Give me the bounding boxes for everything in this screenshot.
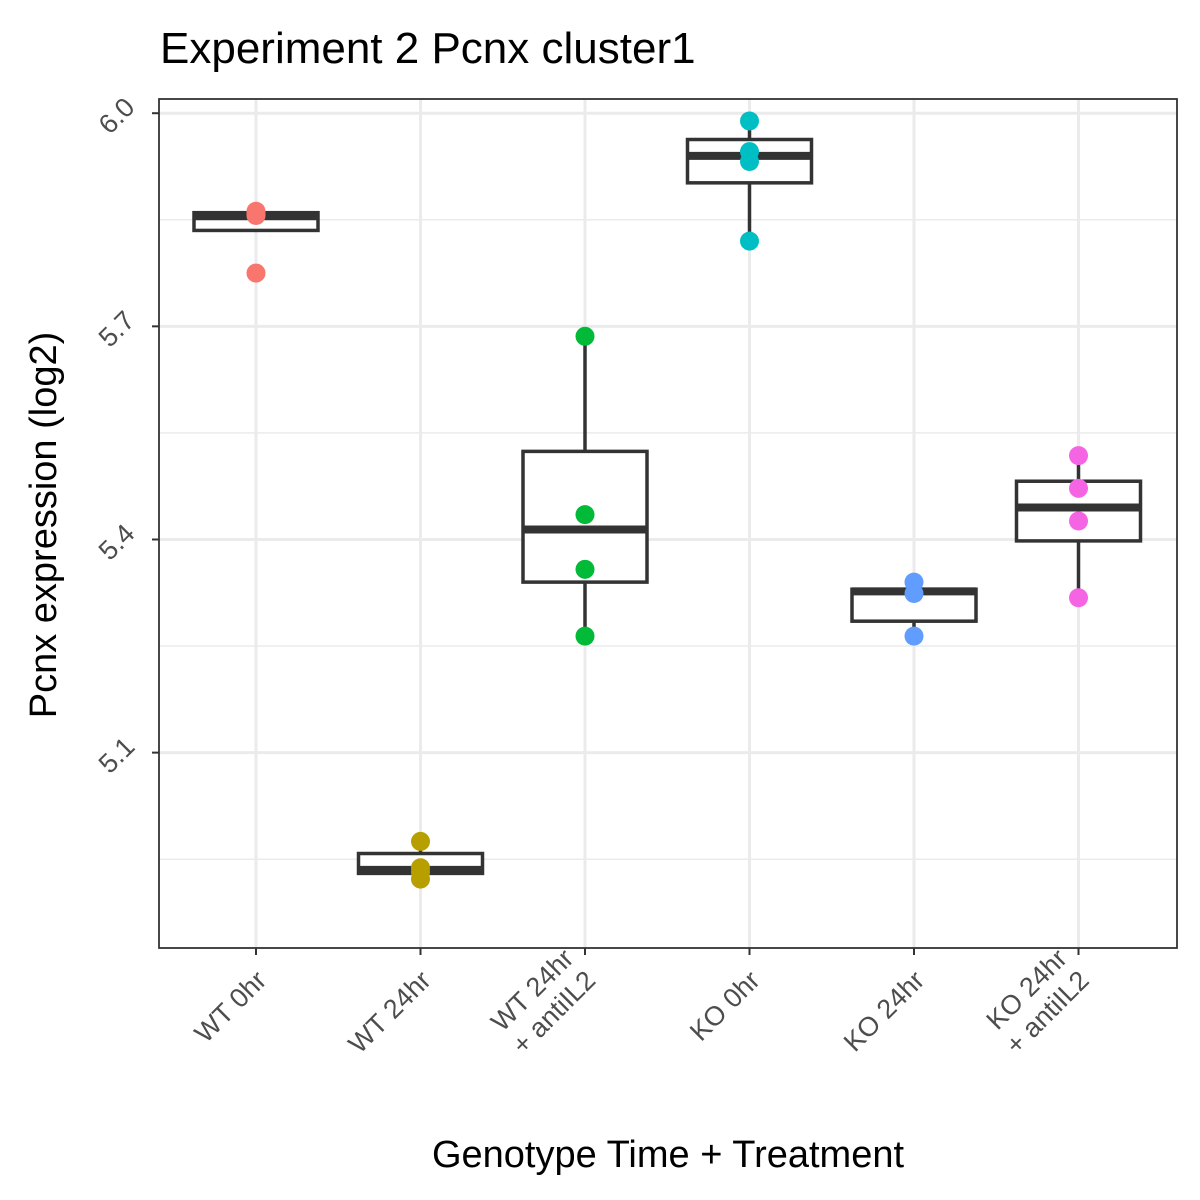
data-point — [575, 505, 595, 525]
y-tick-label: 5.7 — [93, 305, 141, 353]
x-tick-label: WT 0hr — [189, 965, 272, 1048]
data-point — [575, 559, 595, 579]
x-tick-label-line: WT 24hr — [343, 965, 437, 1059]
x-tick-label: KO 0hr — [684, 965, 766, 1047]
data-point — [740, 111, 759, 131]
data-point — [904, 583, 924, 603]
data-point — [246, 263, 266, 283]
data-point — [740, 231, 759, 251]
data-point — [1069, 478, 1088, 498]
data-point — [1069, 588, 1088, 608]
x-tick-label-line: KO 0hr — [684, 965, 766, 1047]
data-point — [740, 152, 759, 172]
x-tick-label: WT 24hr — [343, 965, 437, 1059]
point-layer — [246, 111, 1088, 889]
panel-border — [158, 98, 1178, 949]
chart-title: Experiment 2 Pcnx cluster1 — [160, 24, 696, 73]
data-point — [411, 831, 430, 851]
data-point — [1069, 446, 1088, 466]
data-point — [411, 869, 430, 889]
y-tick-label: 5.1 — [93, 731, 141, 779]
data-point — [1069, 511, 1088, 531]
x-tick-label-line: WT 0hr — [189, 965, 272, 1048]
box-layer — [192, 121, 1143, 876]
data-point — [246, 206, 266, 226]
y-tick-label: 5.4 — [93, 518, 141, 566]
x-tick-label: KO 24hr — [838, 965, 930, 1057]
x-tick-label: KO 24hr+ antiIL2 — [978, 943, 1095, 1060]
data-point — [904, 626, 924, 646]
y-axis-title: Pcnx expression (log2) — [23, 332, 65, 719]
x-tick-label-line: KO 24hr — [838, 965, 930, 1057]
data-point — [575, 326, 595, 346]
data-point — [575, 626, 595, 646]
x-axis-title: Genotype Time + Treatment — [432, 1134, 905, 1176]
y-tick-label: 6.0 — [93, 92, 141, 140]
x-tick-label: WT 24hr+ antiIL2 — [484, 943, 601, 1060]
